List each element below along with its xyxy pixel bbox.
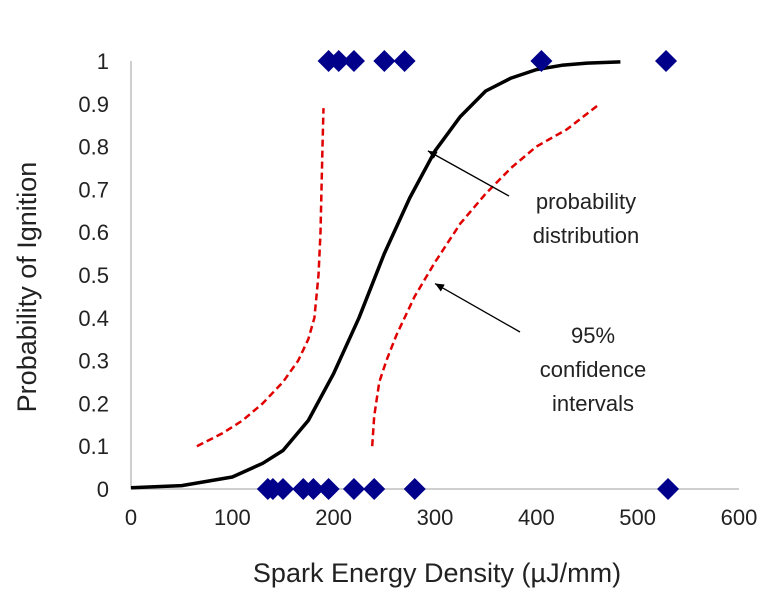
annotation-arrow xyxy=(427,150,510,197)
data-point-diamond xyxy=(302,478,325,500)
y-tick-label: 0.5 xyxy=(78,263,109,288)
y-axis-label: Probability of Ignition xyxy=(12,162,42,413)
data-point-diamond xyxy=(342,50,365,72)
tick-labels: 0 100 200 300 400 500 600 0 0.1 0.2 0.3 0.4 0.5 0.6 0.… xyxy=(78,49,757,530)
data-point-diamond xyxy=(530,50,553,72)
y-tick-label: 0.9 xyxy=(78,92,109,117)
data-point-diamond xyxy=(655,50,678,72)
y-tick-label: 0.8 xyxy=(78,135,109,160)
confidence-interval-line xyxy=(196,108,325,448)
annotation-label: 95% confidence intervals xyxy=(540,323,646,416)
y-tick-label: 0.7 xyxy=(78,177,109,202)
data-point-diamond xyxy=(657,478,680,500)
x-tick-label: 0 xyxy=(125,505,137,530)
y-tick-label: 0.6 xyxy=(78,220,109,245)
annotation-line: 95% xyxy=(571,323,615,348)
y-tick-label: 0.1 xyxy=(78,434,109,459)
data-point-diamond xyxy=(272,478,294,500)
x-tick-label: 500 xyxy=(619,505,656,530)
x-tick-label: 600 xyxy=(721,505,758,530)
annotation-arrow xyxy=(434,282,521,333)
y-tick-label: 0.4 xyxy=(78,306,109,331)
annotation-line: probability xyxy=(536,189,636,214)
data-point-diamond xyxy=(393,50,416,72)
axes xyxy=(130,61,739,490)
y-tick-label: 0 xyxy=(97,477,109,502)
x-axis-label: Spark Energy Density (µJ/mm) xyxy=(253,558,621,588)
y-tick-label: 1 xyxy=(97,49,109,74)
annotation-line: confidence xyxy=(540,357,646,382)
x-tick-label: 300 xyxy=(417,505,454,530)
data-point-diamond xyxy=(373,50,396,72)
annotation-label: probability distribution xyxy=(533,189,639,248)
annotations: probability distribution 95% confidence inte… xyxy=(427,150,646,416)
probability-curve xyxy=(130,60,621,490)
x-tick-label: 200 xyxy=(315,505,352,530)
annotation-line: distribution xyxy=(533,223,639,248)
data-point-diamond xyxy=(403,478,426,500)
data-point-diamond xyxy=(317,478,340,500)
y-tick-label: 0.3 xyxy=(78,349,109,374)
curves xyxy=(130,60,621,490)
y-tick-label: 0.2 xyxy=(78,391,109,416)
x-tick-label: 100 xyxy=(214,505,251,530)
data-points xyxy=(256,50,680,500)
data-point-diamond xyxy=(342,478,365,500)
data-point-diamond xyxy=(327,50,350,72)
annotation-line: intervals xyxy=(552,391,634,416)
data-point-diamond xyxy=(363,478,386,500)
x-tick-label: 400 xyxy=(518,505,555,530)
